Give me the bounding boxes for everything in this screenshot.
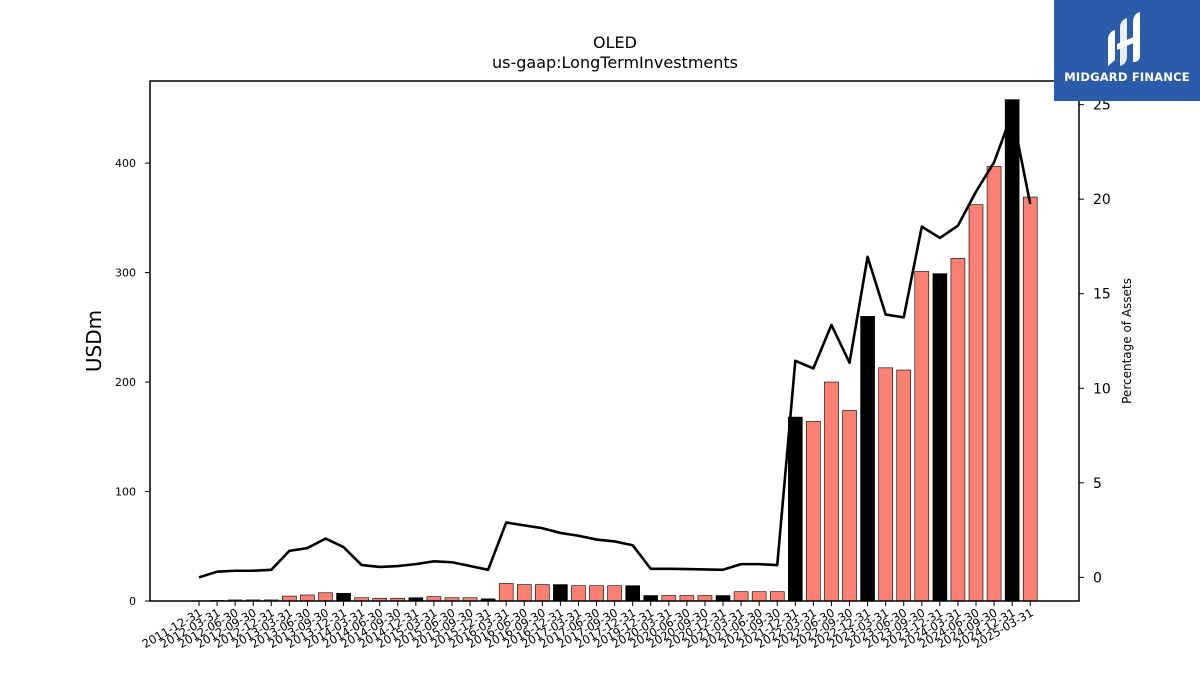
y-axis-label: USDm [82, 310, 106, 372]
bar-2023-12-31 [932, 273, 948, 602]
bar-series [191, 99, 1038, 602]
y-right-tick-label-15: 15 [1093, 287, 1111, 303]
bar-2017-12-31 [625, 585, 640, 602]
bar-2022-06-30 [824, 381, 839, 602]
y-right-tick-label-25: 25 [1093, 98, 1111, 114]
y-right-tick-label-20: 20 [1093, 192, 1111, 208]
bar-2017-09-30 [607, 585, 622, 602]
midgard-finance-logo: MIDGARD FINANCE [1054, 0, 1200, 101]
bar-2022-12-31 [860, 316, 875, 602]
bar-2016-09-30 [535, 584, 550, 602]
bar-2022-03-31 [806, 421, 821, 602]
bar-2016-06-30 [516, 584, 532, 602]
bar-2013-09-30 [318, 592, 333, 602]
logo-mark-icon [1108, 12, 1140, 66]
bar-2021-09-30 [769, 591, 785, 602]
bar-2021-06-30 [751, 591, 767, 602]
bar-2013-12-31 [336, 593, 351, 602]
bar-2020-12-31 [715, 595, 731, 602]
y-axis-right: 0 5 10 15 20 25 [1079, 98, 1111, 586]
bar-2017-03-31 [571, 585, 586, 602]
y-tick-label-400: 400 [115, 157, 136, 170]
chart-subtitle: us-gaap:LongTermInvestments [492, 53, 738, 72]
bar-2017-06-30 [589, 585, 604, 602]
bar-2020-03-31 [661, 595, 677, 602]
chart-title: OLED [593, 33, 637, 52]
y-axis-left: 0 100 200 300 400 [115, 157, 150, 608]
bar-2013-06-30 [300, 594, 315, 602]
bar-2024-12-31 [1004, 99, 1020, 602]
y-tick-label-0: 0 [129, 595, 136, 608]
bar-2024-06-30 [968, 204, 984, 602]
y-right-tick-label-10: 10 [1093, 381, 1111, 397]
bar-2016-03-31 [498, 583, 514, 602]
bar-2023-03-31 [878, 367, 893, 602]
y-tick-label-100: 100 [115, 486, 136, 499]
y-right-tick-label-5: 5 [1093, 476, 1102, 492]
bar-2021-12-31 [788, 416, 803, 602]
y-right-tick-label-0: 0 [1093, 570, 1102, 586]
bar-2019-12-31 [643, 595, 659, 602]
bar-2021-03-31 [733, 591, 749, 602]
y-tick-label-200: 200 [115, 376, 136, 389]
bar-2025-03-31 [1022, 196, 1038, 602]
y-axis-label-right: Percentage of Assets [1120, 278, 1134, 404]
bar-2020-09-30 [697, 595, 713, 602]
bar-2016-12-31 [553, 584, 568, 602]
y-tick-label-300: 300 [115, 267, 136, 280]
bar-2023-06-30 [896, 369, 912, 602]
bar-2020-06-30 [679, 595, 695, 602]
bar-2023-09-30 [914, 271, 930, 602]
bar-2022-09-30 [842, 410, 857, 602]
logo-text: MIDGARD FINANCE [1064, 70, 1190, 84]
bar-2024-09-30 [986, 166, 1002, 602]
x-axis: 2011-12-312012-03-312012-06-302012-09-30… [140, 601, 1036, 651]
percentage-line [198, 111, 1032, 579]
bar-2024-03-31 [950, 258, 966, 602]
